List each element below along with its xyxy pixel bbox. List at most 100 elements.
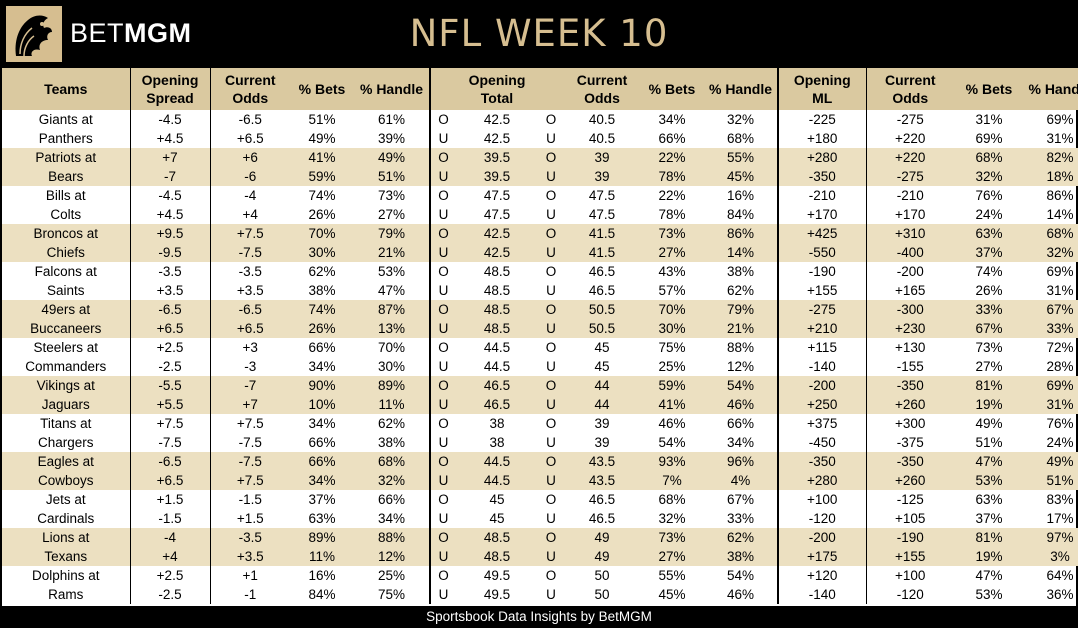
data-cell: 50 — [594, 587, 610, 602]
table-row: Patriots at +7 +6 41% 49% O 39.5 O 39 22% 55% +280 +… — [2, 148, 1078, 167]
column-header: Current Odds — [564, 68, 640, 110]
data-cell: 21% — [704, 319, 778, 338]
data-cell: O — [538, 452, 564, 471]
data-cell: O — [429, 414, 456, 433]
team-cell: Commanders — [25, 359, 107, 374]
data-cell: +3.5 — [209, 547, 290, 566]
data-cell: +220 — [865, 148, 954, 167]
data-cell: -5.5 — [129, 376, 210, 395]
data-cell: U — [429, 167, 456, 186]
data-cell: 32% — [726, 112, 755, 127]
data-cell: 32% — [954, 167, 1024, 186]
table-row: Panthers +4.5 +6.5 49% 39% U 42.5 U 40.5 66% 68% +1… — [2, 129, 1078, 148]
data-cell: 46.5 — [588, 492, 616, 507]
data-cell: 55% — [704, 148, 778, 167]
team-cell: Titans at — [40, 416, 92, 431]
data-cell: 47% — [975, 568, 1003, 583]
data-cell: +6.5 — [129, 319, 210, 338]
data-cell: 48.5 — [483, 264, 511, 279]
data-cell: O — [538, 528, 564, 547]
data-cell: -200 — [865, 262, 954, 281]
data-cell: O — [429, 262, 456, 281]
data-cell: +3.5 — [129, 281, 210, 300]
column-header: % Handle — [704, 68, 778, 110]
data-cell: -7.5 — [209, 243, 290, 262]
data-cell: +175 — [777, 547, 866, 566]
data-cell: 38 — [489, 435, 505, 450]
table-row: Falcons at -3.5 -3.5 62% 53% O 48.5 O 46.5 43% 38%… — [2, 262, 1078, 281]
data-cell: -6.5 — [129, 452, 210, 471]
data-cell: 46.5 — [456, 395, 538, 414]
data-cell: 54% — [726, 568, 755, 583]
data-cell: -140 — [777, 585, 866, 604]
data-cell: 18% — [1024, 167, 1078, 186]
data-cell: 24% — [975, 207, 1003, 222]
data-cell: -275 — [777, 300, 866, 319]
column-header-line1: % Bets — [648, 81, 696, 97]
column-header-line1: Current — [884, 72, 936, 88]
lion-logo-icon — [6, 6, 62, 62]
team-cell: Chargers — [37, 435, 94, 450]
data-cell: +4 — [209, 205, 290, 224]
team-cell: Cowboys — [2, 471, 130, 490]
data-cell: +220 — [865, 129, 954, 148]
data-cell: +155 — [865, 547, 954, 566]
data-cell: +280 — [777, 148, 866, 167]
data-cell: +1.5 — [209, 509, 290, 528]
data-cell: 39 — [564, 167, 640, 186]
data-cell: 64% — [1046, 568, 1074, 583]
data-cell: -200 — [777, 376, 866, 395]
data-cell: O — [429, 186, 456, 205]
data-cell: 53% — [377, 264, 406, 279]
data-cell: 46% — [658, 416, 686, 431]
data-cell: +3 — [209, 338, 290, 357]
data-cell: 48.5 — [456, 528, 538, 547]
team-cell: Eagles at — [2, 452, 130, 471]
data-cell: +3.5 — [209, 281, 290, 300]
data-cell: O — [429, 338, 456, 357]
data-cell: 34% — [308, 416, 336, 431]
data-cell: U — [538, 167, 564, 186]
data-cell: +7.5 — [209, 471, 290, 490]
team-cell: Patriots at — [2, 148, 130, 167]
data-cell: -4.5 — [129, 186, 210, 205]
data-cell: 70% — [290, 224, 354, 243]
data-cell: 39.5 — [456, 148, 538, 167]
data-cell: 16% — [726, 188, 755, 203]
column-header: % Bets — [954, 68, 1024, 110]
data-cell: -6.5 — [209, 300, 290, 319]
column-header-line1: Current — [576, 72, 628, 88]
data-cell: 44 — [564, 395, 640, 414]
data-cell: 11% — [354, 395, 430, 414]
data-cell: 22% — [658, 188, 686, 203]
data-cell: U — [429, 319, 456, 338]
data-cell: +6.5 — [209, 129, 290, 148]
table-row: Giants at -4.5 -6.5 51% 61% O 42.5 O 40.5 34% 32% -… — [2, 110, 1078, 129]
data-cell: 83% — [1046, 492, 1074, 507]
data-cell: 78% — [640, 167, 704, 186]
data-cell: 46.5 — [456, 376, 538, 395]
data-cell: +4.5 — [129, 129, 210, 148]
table-row: Chiefs -9.5 -7.5 30% 21% U 42.5 U 41.5 27% 14% -550… — [2, 243, 1078, 262]
data-cell: 43.5 — [564, 471, 640, 490]
table-row: Titans at +7.5 +7.5 34% 62% O 38 O 39 46% 66% +375 +… — [2, 414, 1078, 433]
data-cell: 34% — [290, 471, 354, 490]
table-row: Bills at -4.5 -4 74% 73% O 47.5 O 47.5 22% 16% -210… — [2, 186, 1078, 205]
data-cell: -200 — [777, 528, 866, 547]
table-row: Steelers at +2.5 +3 66% 70% O 44.5 O 45 75% 88% +11… — [2, 338, 1078, 357]
data-cell: O — [545, 340, 557, 355]
data-cell: 47.5 — [588, 188, 616, 203]
data-cell: -140 — [777, 357, 866, 376]
data-cell: O — [538, 376, 564, 395]
data-cell: 19% — [954, 547, 1024, 566]
data-cell: 76% — [1046, 416, 1074, 431]
data-cell: U — [429, 357, 456, 376]
data-cell: 49.5 — [483, 568, 511, 583]
data-cell: 27% — [975, 359, 1003, 374]
data-cell: U — [538, 547, 564, 566]
data-cell: -120 — [865, 585, 954, 604]
data-cell: 86% — [704, 224, 778, 243]
column-header: Opening Total — [456, 68, 538, 110]
data-cell: O — [429, 110, 456, 129]
data-cell: 37% — [975, 511, 1003, 526]
